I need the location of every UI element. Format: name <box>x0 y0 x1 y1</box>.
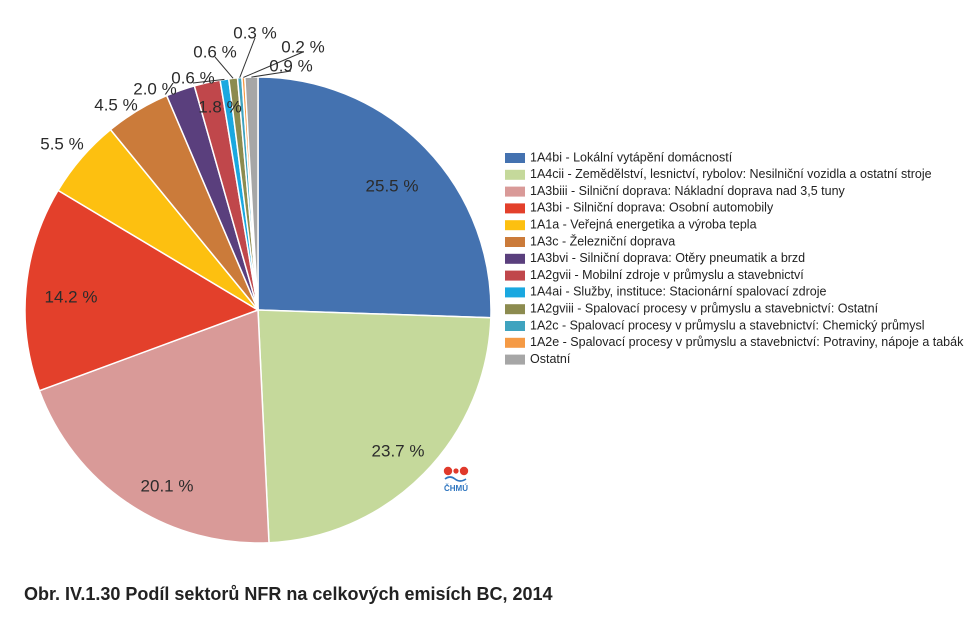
legend-label: 1A3c - Železniční doprava <box>530 233 675 248</box>
pie-slice <box>257 309 492 544</box>
logo-dot-center <box>453 468 459 474</box>
logo-wave <box>444 476 467 482</box>
legend-swatch <box>505 287 525 298</box>
pie-slice <box>38 308 270 544</box>
slice-value-label: 4.5 % <box>94 95 137 114</box>
legend: 1A4bi - Lokální vytápění domácností 1A4ci… <box>505 150 964 366</box>
pie-slices <box>24 76 492 544</box>
chmu-logo: ČHMÚ <box>443 466 469 493</box>
pie-chart: 25.5 % 23.7 % 20.1 % 14.2 % 5.5 % 4.5 %2.0 % 1… <box>24 23 964 544</box>
legend-swatch <box>505 304 525 315</box>
legend-label: 1A2e - Spalovací procesy v průmyslu a st… <box>530 335 964 349</box>
slice-value-label: 2.0 % <box>133 79 176 98</box>
legend-label: 1A3biii - Silniční doprava: Nákladní dop… <box>530 184 846 198</box>
leader-line <box>239 37 256 78</box>
slice-value-label: 0.6 % <box>171 68 214 87</box>
pie-slice <box>24 189 260 392</box>
figure-caption: Obr. IV.1.30 Podíl sektorů NFR na celkov… <box>24 584 553 604</box>
legend-label: 1A2gviii - Spalovací procesy v průmyslu … <box>530 301 879 315</box>
slice-value-label: 0.3 % <box>233 23 276 42</box>
legend-swatch <box>505 270 525 281</box>
legend-swatch <box>505 337 525 348</box>
legend-swatch <box>505 321 525 331</box>
legend-label: 1A1a - Veřejná energetika a výroba tepla <box>530 217 757 231</box>
slice-value-label: 0.9 % <box>269 56 312 75</box>
slice-value-label: 25.5 % <box>366 176 419 195</box>
slice-value-label: 14.2 % <box>45 287 98 306</box>
logo-text: ČHMÚ <box>444 484 468 493</box>
legend-label: 1A3bvi - Silniční doprava: Otěry pneumat… <box>530 251 805 265</box>
logo-dot-right <box>459 466 469 476</box>
slice-value-labels: 25.5 % 23.7 % 20.1 % 14.2 % 5.5 % 4.5 %2.0 % 1… <box>40 23 424 495</box>
slice-value-label: 20.1 % <box>141 476 194 495</box>
legend-swatch <box>505 220 525 231</box>
pie-slice <box>257 76 492 319</box>
legend-label: 1A4bi - Lokální vytápění domácností <box>530 150 733 164</box>
legend-swatch <box>505 253 525 264</box>
legend-swatch <box>505 203 525 214</box>
leader-lines <box>192 37 304 84</box>
legend-label: 1A4cii - Zemědělství, lesnictví, rybolov… <box>530 167 932 181</box>
logo-dot-left <box>443 466 453 476</box>
legend-label: 1A2c - Spalovací procesy v průmyslu a st… <box>530 318 925 332</box>
legend-label: 1A4ai - Služby, instituce: Stacionární s… <box>530 285 826 299</box>
slice-value-label: 1.8 % <box>198 97 241 116</box>
legend-label: Ostatní <box>530 352 571 366</box>
legend-swatch <box>505 153 525 163</box>
leader-line <box>251 70 292 78</box>
legend-label: 1A3bi - Silniční doprava: Osobní automob… <box>530 201 774 215</box>
leader-line <box>192 78 225 84</box>
slice-value-label: 23.7 % <box>372 441 425 460</box>
slice-value-label: 0.2 % <box>281 37 324 56</box>
legend-swatch <box>505 354 525 365</box>
slice-value-label: 0.6 % <box>193 42 236 61</box>
legend-label: 1A2gvii - Mobilní zdroje v průmyslu a st… <box>530 268 804 282</box>
slice-value-label: 5.5 % <box>40 134 83 153</box>
leader-line <box>214 56 234 79</box>
legend-swatch <box>505 237 525 247</box>
legend-swatch <box>505 186 525 197</box>
leader-line <box>243 51 304 78</box>
legend-swatch <box>505 169 525 180</box>
